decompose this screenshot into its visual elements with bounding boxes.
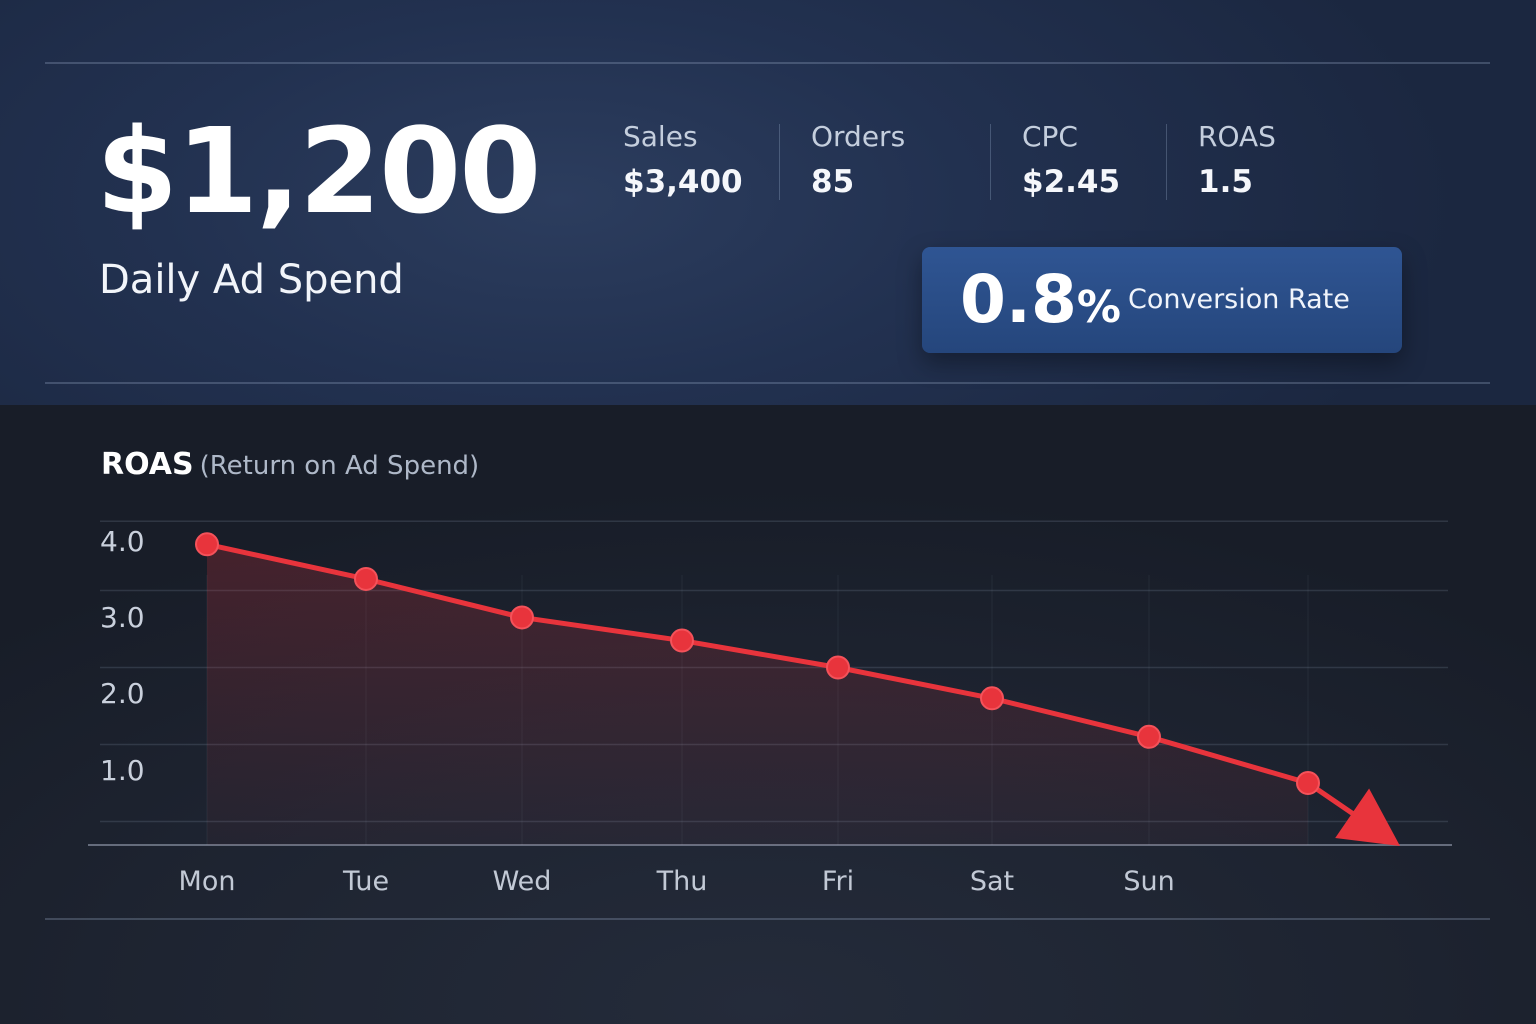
ad-spend-label: Daily Ad Spend [99, 257, 404, 303]
metric-roas-label: ROAS [1198, 120, 1276, 153]
series-area-fill [207, 544, 1308, 845]
conversion-rate-card: 0.8% Conversion Rate [922, 247, 1402, 353]
conversion-rate-number: 0.8 [960, 261, 1077, 338]
metric-orders-label: Orders [811, 120, 906, 153]
conversion-rate-unit: % [1076, 282, 1122, 333]
chart-title-main: ROAS [101, 447, 194, 482]
data-point [510, 605, 534, 630]
x-tick-label: Thu [656, 866, 708, 897]
metric-roas-value: 1.5 [1198, 163, 1253, 200]
x-tick-label: Tue [342, 866, 389, 897]
metric-sales: Sales $3,400 [623, 120, 743, 201]
data-point [1296, 771, 1320, 795]
y-axis-ticks: 4.0 3.0 2.0 1.0 [100, 525, 145, 787]
conversion-rate-label: Conversion Rate [1128, 284, 1350, 315]
metric-orders: Orders 85 [811, 120, 905, 201]
x-tick-label: Mon [179, 866, 236, 897]
y-tick-label: 4.0 [100, 525, 145, 558]
metric-roas: ROAS 1.5 [1198, 120, 1276, 201]
x-tick-label: Fri [822, 866, 854, 897]
metric-cpc: CPC $2.45 [1022, 120, 1120, 201]
metric-sales-label: Sales [623, 120, 698, 153]
x-tick-label: Sun [1123, 866, 1174, 897]
metric-cpc-label: CPC [1022, 120, 1078, 153]
ad-spend-value: $1,200 [96, 102, 541, 240]
metric-sales-value: $3,400 [623, 163, 743, 200]
data-point [826, 655, 850, 680]
x-axis-ticks: Mon Tue Wed Thu Fri Sat Sun [179, 866, 1175, 897]
metric-cpc-value: $2.45 [1022, 163, 1121, 200]
data-point [1137, 724, 1161, 749]
data-point [195, 532, 219, 557]
metric-orders-value: 85 [811, 163, 855, 200]
bottom-divider [45, 918, 1490, 920]
y-tick-label: 1.0 [100, 754, 145, 787]
y-tick-label: 3.0 [100, 601, 145, 634]
x-tick-label: Sat [970, 866, 1014, 897]
y-tick-label: 2.0 [100, 677, 145, 710]
metric-separator [779, 124, 780, 200]
metric-separator [1166, 124, 1167, 200]
metric-separator [990, 124, 991, 200]
chart-title: ROAS (Return on Ad Spend) [101, 447, 479, 483]
data-point [980, 686, 1004, 711]
chart-subtitle: (Return on Ad Spend) [199, 451, 480, 481]
middle-divider [45, 382, 1490, 384]
chart-points [195, 532, 1320, 795]
data-point [670, 628, 694, 653]
conversion-rate-value: 0.8% [960, 267, 1121, 333]
chart-area [207, 544, 1308, 845]
data-point [354, 566, 378, 591]
x-tick-label: Wed [493, 866, 552, 897]
series-line [204, 541, 1311, 786]
top-divider [45, 62, 1490, 64]
trend-arrow-down-icon [1335, 788, 1400, 846]
